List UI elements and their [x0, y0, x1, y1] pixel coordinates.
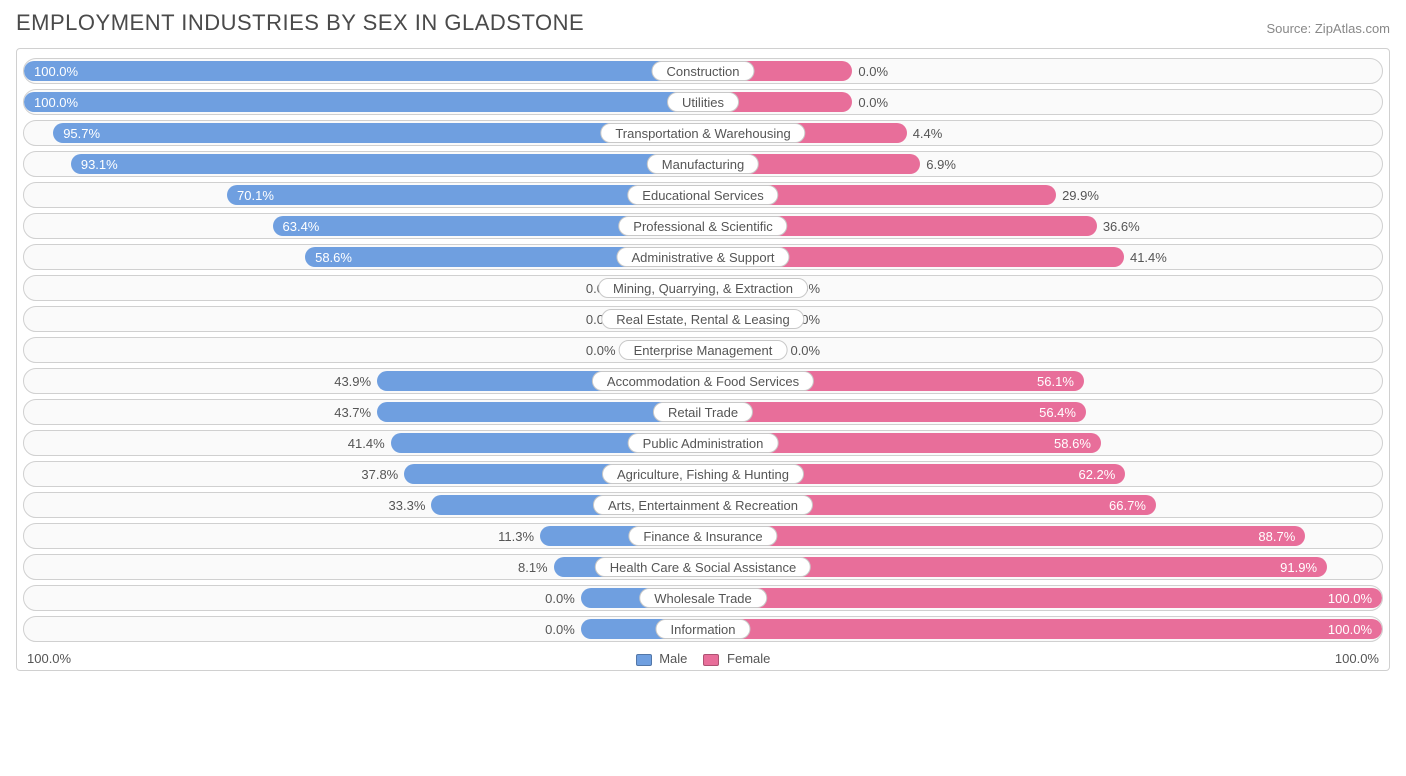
category-label: Mining, Quarrying, & Extraction — [598, 278, 808, 298]
male-swatch — [636, 654, 652, 666]
chart-row: 37.8% 62.2% Agriculture, Fishing & Hunting — [23, 461, 1383, 487]
female-value: 36.6% — [1097, 214, 1146, 238]
female-bar — [703, 619, 1382, 639]
category-label: Retail Trade — [653, 402, 753, 422]
chart-row: 95.7% 4.4% Transportation & Warehousing — [23, 120, 1383, 146]
chart-row: 63.4% 36.6% Professional & Scientific — [23, 213, 1383, 239]
category-label: Utilities — [667, 92, 739, 112]
chart-row: 100.0% 0.0% Utilities — [23, 89, 1383, 115]
male-value: 95.7% — [53, 121, 108, 145]
axis-row: 100.0% Male Female 100.0% — [23, 647, 1383, 666]
category-label: Construction — [652, 61, 755, 81]
female-value: 0.0% — [784, 338, 826, 362]
category-label: Arts, Entertainment & Recreation — [593, 495, 813, 515]
female-value: 91.9% — [1272, 555, 1327, 579]
chart-row: 58.6% 41.4% Administrative & Support — [23, 244, 1383, 270]
male-value: 43.9% — [328, 369, 377, 393]
source-label: Source: ZipAtlas.com — [1266, 21, 1390, 36]
female-value: 56.1% — [1029, 369, 1084, 393]
category-label: Transportation & Warehousing — [600, 123, 805, 143]
legend-male: Male — [636, 651, 688, 666]
female-bar — [703, 402, 1086, 422]
category-label: Real Estate, Rental & Leasing — [601, 309, 804, 329]
category-label: Accommodation & Food Services — [592, 371, 814, 391]
chart-row: 11.3% 88.7% Finance & Insurance — [23, 523, 1383, 549]
male-value: 37.8% — [355, 462, 404, 486]
category-label: Agriculture, Fishing & Hunting — [602, 464, 804, 484]
male-value: 0.0% — [539, 617, 581, 641]
male-value: 0.0% — [539, 586, 581, 610]
female-value: 100.0% — [1320, 617, 1382, 641]
male-value: 43.7% — [328, 400, 377, 424]
chart-row: 43.9% 56.1% Accommodation & Food Services — [23, 368, 1383, 394]
chart-row: 0.0%0.0%Real Estate, Rental & Leasing — [23, 306, 1383, 332]
female-value: 58.6% — [1046, 431, 1101, 455]
legend-male-label: Male — [659, 651, 687, 666]
female-value: 0.0% — [852, 90, 894, 114]
legend-female-label: Female — [727, 651, 770, 666]
male-value: 41.4% — [342, 431, 391, 455]
chart-title: EMPLOYMENT INDUSTRIES BY SEX IN GLADSTON… — [16, 10, 584, 36]
chart-row: 93.1% 6.9% Manufacturing — [23, 151, 1383, 177]
male-value: 11.3% — [492, 524, 540, 548]
female-bar — [703, 588, 1382, 608]
female-value: 88.7% — [1250, 524, 1305, 548]
female-value: 4.4% — [907, 121, 949, 145]
male-value: 0.0% — [580, 338, 622, 362]
axis-right: 100.0% — [1335, 651, 1379, 666]
male-value: 93.1% — [71, 152, 126, 176]
male-value: 100.0% — [24, 90, 86, 114]
chart-row: 70.1% 29.9% Educational Services — [23, 182, 1383, 208]
category-label: Finance & Insurance — [628, 526, 777, 546]
male-value: 58.6% — [305, 245, 360, 269]
female-value: 62.2% — [1070, 462, 1125, 486]
header: EMPLOYMENT INDUSTRIES BY SEX IN GLADSTON… — [16, 10, 1390, 36]
male-value: 63.4% — [273, 214, 328, 238]
legend-female: Female — [703, 651, 770, 666]
male-bar — [24, 92, 703, 112]
female-value: 56.4% — [1031, 400, 1086, 424]
female-swatch — [703, 654, 719, 666]
male-value: 33.3% — [383, 493, 432, 517]
chart-row: 0.0% 100.0% Wholesale Trade — [23, 585, 1383, 611]
chart-row: 0.0%0.0%Mining, Quarrying, & Extraction — [23, 275, 1383, 301]
female-value: 29.9% — [1056, 183, 1105, 207]
category-label: Administrative & Support — [616, 247, 789, 267]
legend: Male Female — [636, 651, 771, 666]
male-value: 8.1% — [512, 555, 554, 579]
male-bar — [71, 154, 703, 174]
female-value: 66.7% — [1101, 493, 1156, 517]
male-value: 100.0% — [24, 59, 86, 83]
female-value: 100.0% — [1320, 586, 1382, 610]
chart-area: 100.0% 0.0% Construction 100.0% 0.0% Utilitie… — [16, 48, 1390, 671]
chart-row: 33.3% 66.7% Arts, Entertainment & Recreati… — [23, 492, 1383, 518]
female-value: 41.4% — [1124, 245, 1173, 269]
chart-row: 43.7% 56.4% Retail Trade — [23, 399, 1383, 425]
category-label: Enterprise Management — [619, 340, 788, 360]
female-value: 6.9% — [920, 152, 962, 176]
chart-row: 41.4% 58.6% Public Administration — [23, 430, 1383, 456]
category-label: Health Care & Social Assistance — [595, 557, 811, 577]
chart-row: 0.0% 100.0% Information — [23, 616, 1383, 642]
category-label: Professional & Scientific — [618, 216, 787, 236]
chart-row: 0.0% 0.0%Enterprise Management — [23, 337, 1383, 363]
male-bar — [24, 61, 703, 81]
category-label: Wholesale Trade — [639, 588, 767, 608]
chart-row: 100.0% 0.0% Construction — [23, 58, 1383, 84]
female-bar — [703, 526, 1305, 546]
category-label: Information — [655, 619, 750, 639]
chart-row: 8.1% 91.9% Health Care & Social Assistance — [23, 554, 1383, 580]
category-label: Manufacturing — [647, 154, 759, 174]
category-label: Educational Services — [627, 185, 778, 205]
female-value: 0.0% — [852, 59, 894, 83]
category-label: Public Administration — [628, 433, 779, 453]
axis-left: 100.0% — [27, 651, 71, 666]
male-value: 70.1% — [227, 183, 282, 207]
